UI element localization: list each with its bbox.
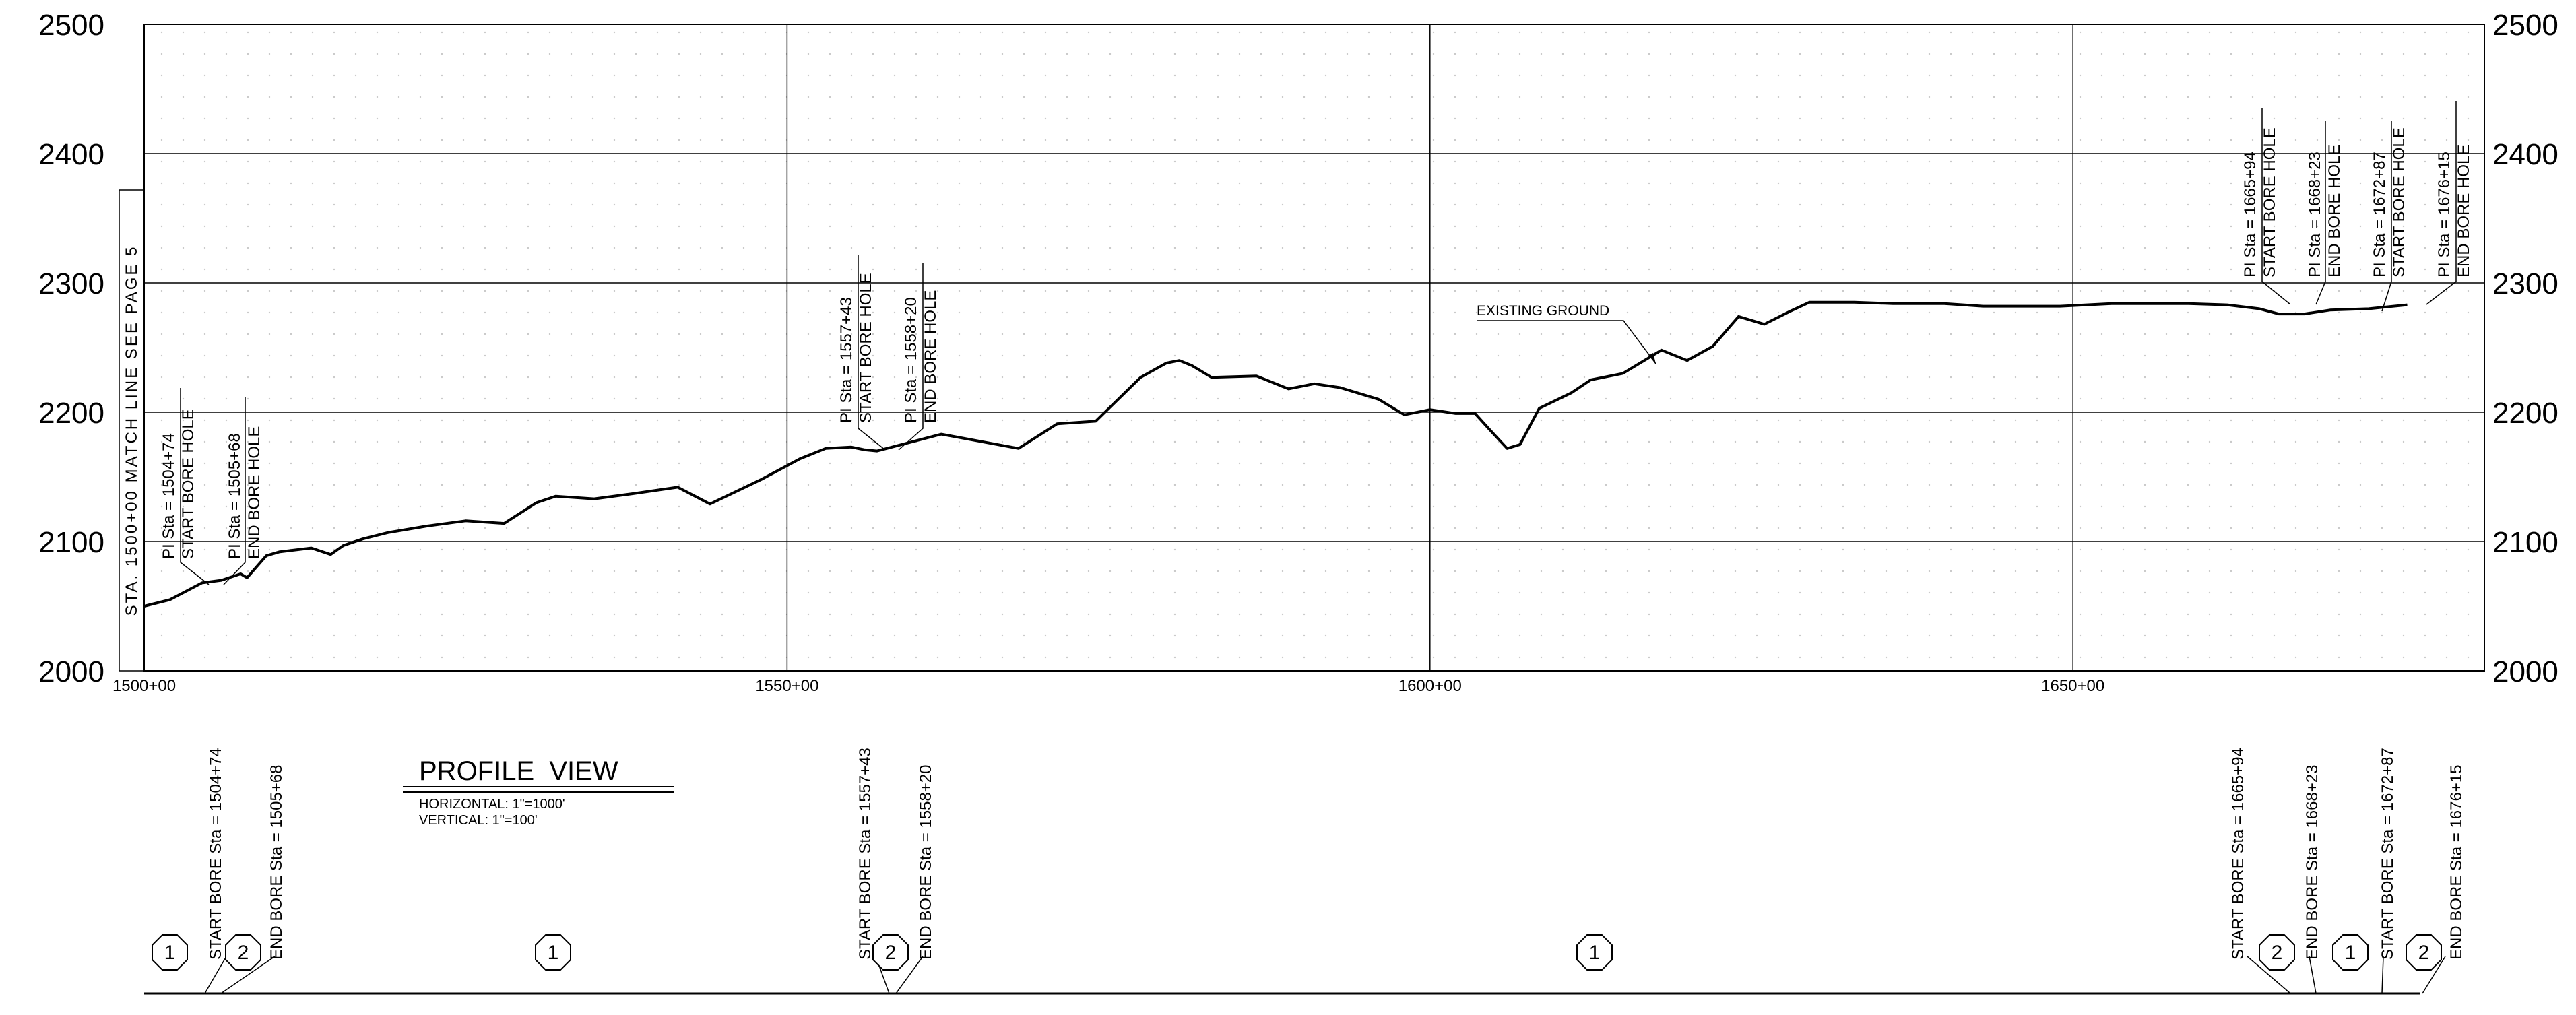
segment-marker-number: 1 [548, 942, 559, 964]
pi-label-type: START BORE HOLE [857, 273, 875, 423]
segment-marker-number: 2 [238, 942, 249, 964]
segment-marker-number: 1 [164, 942, 176, 964]
grid-lines [144, 24, 2484, 671]
match-line-box [119, 189, 144, 672]
pi-label-sta: PI Sta = 1558+20 [902, 297, 920, 423]
segment-marker: 1 [1576, 934, 1613, 971]
pi-label-sta: PI Sta = 1557+43 [837, 297, 856, 423]
segment-marker: 2 [2259, 934, 2295, 971]
pi-station-labels: PI Sta = 1504+74 START BORE HOLE PI Sta … [160, 101, 2473, 585]
pi-label: PI Sta = 1505+68 END BORE HOLE [223, 397, 263, 585]
pi-label-type: END BORE HOLE [2325, 145, 2344, 277]
segment-marker: 1 [535, 934, 571, 971]
existing-ground-label: EXISTING GROUND [1477, 303, 1609, 319]
existing-ground-annotation: EXISTING GROUND [1477, 303, 1656, 364]
bore-sta-label: START BORE Sta = 1504+74 [207, 748, 225, 960]
pi-label: PI Sta = 1665+94 START BORE HOLE [2241, 108, 2291, 305]
y-tick-label: 2200 [38, 397, 104, 430]
pi-label-type: START BORE HOLE [179, 409, 197, 559]
segment-marker: 2 [225, 934, 261, 971]
pi-label-sta: PI Sta = 1672+87 [2371, 152, 2389, 277]
pi-label-type: END BORE HOLE [2455, 145, 2473, 277]
segment-marker: 1 [2332, 934, 2369, 971]
y-tick-label: 2000 [38, 655, 104, 688]
pi-label-sta: PI Sta = 1676+15 [2435, 152, 2453, 277]
segment-marker: 2 [2406, 934, 2442, 971]
pi-label: PI Sta = 1558+20 END BORE HOLE [898, 263, 940, 451]
y-tick-label: 2100 [38, 526, 104, 559]
pi-label: PI Sta = 1676+15 END BORE HOLE [2426, 101, 2473, 305]
bore-sta-label: END BORE Sta = 1668+23 [2303, 765, 2321, 960]
segment-marker-number: 1 [2345, 942, 2356, 964]
y-tick-label: 2100 [2492, 526, 2558, 559]
x-axis: 1500+00 1550+00 1600+00 1650+00 [112, 677, 2104, 695]
bore-sta-label: START BORE Sta = 1672+87 [2379, 748, 2397, 960]
pi-label: PI Sta = 1668+23 END BORE HOLE [2306, 121, 2344, 305]
x-tick-label: 1600+00 [1398, 677, 1462, 695]
y-axis-left: 2000 2100 2200 2300 2400 2500 [38, 9, 104, 688]
x-tick-label: 1500+00 [112, 677, 176, 695]
y-tick-label: 2000 [2492, 655, 2558, 688]
x-tick-label: 1550+00 [755, 677, 818, 695]
x-tick-label: 1650+00 [2041, 677, 2104, 695]
vertical-scale: VERTICAL: 1"=100' [419, 813, 538, 828]
pi-label-sta: PI Sta = 1665+94 [2241, 152, 2259, 277]
profile-view-title-block: PROFILE VIEW HORIZONTAL: 1"=1000' VERTIC… [403, 756, 674, 828]
y-tick-label: 2300 [2492, 267, 2558, 300]
segment-marker-number: 2 [2418, 942, 2430, 964]
pi-label-sta: PI Sta = 1505+68 [226, 433, 244, 559]
segment-marker-number: 2 [2272, 942, 2283, 964]
pi-label-sta: PI Sta = 1504+74 [160, 433, 178, 559]
existing-ground-line [143, 300, 2408, 608]
segment-marker-number: 1 [1589, 942, 1601, 964]
y-tick-label: 2200 [2492, 397, 2558, 430]
y-tick-label: 2400 [2492, 138, 2558, 171]
pi-label-type: END BORE HOLE [922, 290, 940, 423]
segment-marker: 1 [152, 934, 188, 971]
bore-sta-label: END BORE Sta = 1676+15 [2447, 765, 2466, 960]
bore-sta-label: END BORE Sta = 1558+20 [917, 765, 935, 960]
bore-sta-label: END BORE Sta = 1505+68 [267, 765, 286, 960]
plot-frame [143, 24, 2485, 672]
match-line-label: STA. 1500+00 MATCH LINE SEE PAGE 5 [123, 245, 141, 616]
bore-sta-label: START BORE Sta = 1557+43 [856, 748, 874, 960]
segment-markers: 1 2 1 2 1 2 1 2 [152, 934, 2442, 971]
y-axis-right: 2000 2100 2200 2300 2400 2500 [2492, 9, 2558, 688]
segment-marker: 2 [872, 934, 909, 971]
bore-sta-label: START BORE Sta = 1665+94 [2229, 748, 2247, 960]
pi-label-type: START BORE HOLE [2390, 127, 2408, 277]
y-tick-label: 2300 [38, 267, 104, 300]
pi-label: PI Sta = 1504+74 START BORE HOLE [160, 388, 210, 585]
segment-marker-number: 2 [885, 942, 897, 964]
pi-label: PI Sta = 1557+43 START BORE HOLE [837, 255, 886, 451]
pi-label-type: START BORE HOLE [2261, 127, 2279, 277]
pi-label-sta: PI Sta = 1668+23 [2306, 152, 2324, 277]
horizontal-scale: HORIZONTAL: 1"=1000' [419, 797, 565, 812]
pi-label-type: END BORE HOLE [245, 426, 263, 559]
y-tick-label: 2500 [38, 9, 104, 42]
y-tick-label: 2500 [2492, 9, 2558, 42]
profile-view-title: PROFILE VIEW [419, 756, 618, 786]
pi-label: PI Sta = 1672+87 START BORE HOLE [2371, 121, 2408, 312]
y-tick-label: 2400 [38, 138, 104, 171]
bore-station-labels: START BORE Sta = 1504+74 END BORE Sta = … [204, 748, 2466, 994]
